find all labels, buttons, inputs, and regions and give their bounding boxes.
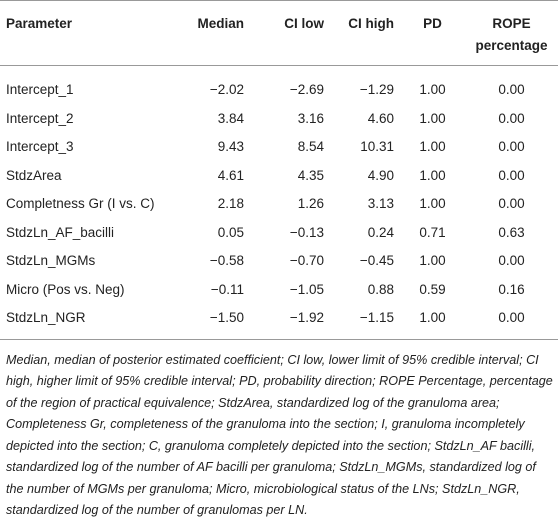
table-cell: −0.13 bbox=[289, 224, 324, 240]
table-cell: 0.63 bbox=[498, 224, 525, 240]
table-cell: StdzLn_MGMs bbox=[6, 253, 96, 269]
table-row: StdzLn_AF_bacilli 0.05 −0.13 0.24 0.71 0.63 bbox=[0, 219, 558, 248]
table-row: Completness Gr (I vs. C) 2.18 1.26 3.13 1.00… bbox=[0, 190, 558, 219]
table-cell: StdzLn_AF_bacilli bbox=[6, 224, 115, 240]
table-cell: 1.00 bbox=[419, 139, 446, 155]
table-cell: −0.45 bbox=[359, 253, 394, 269]
table-cell: 3.16 bbox=[297, 110, 324, 126]
table-cell: 1.00 bbox=[400, 304, 465, 340]
table-cell: 1.00 bbox=[419, 82, 446, 98]
table-cell: 2.18 bbox=[217, 196, 244, 212]
column-header: PD bbox=[400, 0, 465, 66]
table-cell: 1.00 bbox=[419, 196, 446, 212]
table-row: Intercept_1 −2.02 −2.69 −1.29 1.00 0.00 bbox=[0, 66, 558, 105]
table-row: StdzArea 4.61 4.35 4.90 1.00 0.00 bbox=[0, 162, 558, 191]
table-cell: Micro (Pos vs. Neg) bbox=[6, 281, 125, 297]
table-cell: −0.11 bbox=[210, 281, 244, 297]
footnote: Median, median of posterior estimated co… bbox=[6, 352, 553, 518]
table-cell: Intercept_1 bbox=[6, 82, 74, 98]
table-cell: −1.05 bbox=[289, 281, 324, 297]
table-cell: 0.00 bbox=[498, 139, 525, 155]
table-cell: Intercept_2 bbox=[6, 110, 74, 126]
table-cell: 4.61 bbox=[217, 167, 244, 183]
table-cell: 0.00 bbox=[498, 253, 525, 269]
table-cell: 1.00 bbox=[419, 167, 446, 183]
table-cell: −1.92 bbox=[250, 304, 330, 340]
table-cell: 3.13 bbox=[367, 196, 394, 212]
table-row: StdzLn_MGMs −0.58 −0.70 −0.45 1.00 0.00 bbox=[0, 247, 558, 276]
table-cell: −2.69 bbox=[289, 82, 324, 98]
table-cell: 0.00 bbox=[498, 167, 525, 183]
results-table: Parameter Median CI low CI high PD ROPE perce… bbox=[0, 0, 558, 340]
table-cell: 0.00 bbox=[498, 196, 525, 212]
column-header: Median bbox=[175, 0, 250, 66]
table-cell: 4.35 bbox=[297, 167, 324, 183]
column-header: ROPE percentage bbox=[465, 0, 558, 66]
table-cell: 9.43 bbox=[217, 139, 244, 155]
table-cell: StdzArea bbox=[6, 167, 62, 183]
table-cell: Intercept_3 bbox=[6, 139, 74, 155]
table-cell: 0.59 bbox=[419, 281, 446, 297]
header-row: Parameter Median CI low CI high PD ROPE perce… bbox=[0, 0, 558, 66]
table-cell: −1.15 bbox=[330, 304, 400, 340]
table-cell: 8.54 bbox=[297, 139, 324, 155]
table-cell: 1.00 bbox=[419, 253, 446, 269]
table-row: Intercept_3 9.43 8.54 10.31 1.00 0.00 bbox=[0, 133, 558, 162]
column-header: Parameter bbox=[0, 0, 175, 66]
table-cell: 3.84 bbox=[217, 110, 244, 126]
table-body: Intercept_1 −2.02 −2.69 −1.29 1.00 0.00 Interc… bbox=[0, 66, 558, 340]
table-cell: Completness Gr (I vs. C) bbox=[6, 196, 155, 212]
table-cell: 1.26 bbox=[297, 196, 324, 212]
table-cell: 0.00 bbox=[465, 304, 558, 340]
table-cell: 0.24 bbox=[367, 224, 394, 240]
table-cell: 0.05 bbox=[217, 224, 244, 240]
table-row: Intercept_2 3.84 3.16 4.60 1.00 0.00 bbox=[0, 105, 558, 134]
table-cell: 0.00 bbox=[498, 110, 525, 126]
table-row: StdzLn_NGR −1.50 −1.92 −1.15 1.00 0.00 bbox=[0, 304, 558, 340]
table-cell: 0.88 bbox=[367, 281, 394, 297]
table-cell: StdzLn_NGR bbox=[0, 304, 175, 340]
table-cell: 4.90 bbox=[367, 167, 394, 183]
table-cell: 0.71 bbox=[419, 224, 446, 240]
table-cell: 10.31 bbox=[360, 139, 394, 155]
table-cell: 0.00 bbox=[498, 82, 525, 98]
table-cell: 4.60 bbox=[367, 110, 394, 126]
table-cell: −1.50 bbox=[175, 304, 250, 340]
table-cell: −2.02 bbox=[209, 82, 244, 98]
column-header: CI low bbox=[250, 0, 330, 66]
table-cell: −0.58 bbox=[209, 253, 244, 269]
table-row: Micro (Pos vs. Neg) −0.11 −1.05 0.88 0.59 0.1… bbox=[0, 276, 558, 305]
table-cell: 1.00 bbox=[419, 110, 446, 126]
column-header: CI high bbox=[330, 0, 400, 66]
table-cell: −0.70 bbox=[289, 253, 324, 269]
table-cell: −1.29 bbox=[359, 82, 394, 98]
table-cell: 0.16 bbox=[498, 281, 525, 297]
